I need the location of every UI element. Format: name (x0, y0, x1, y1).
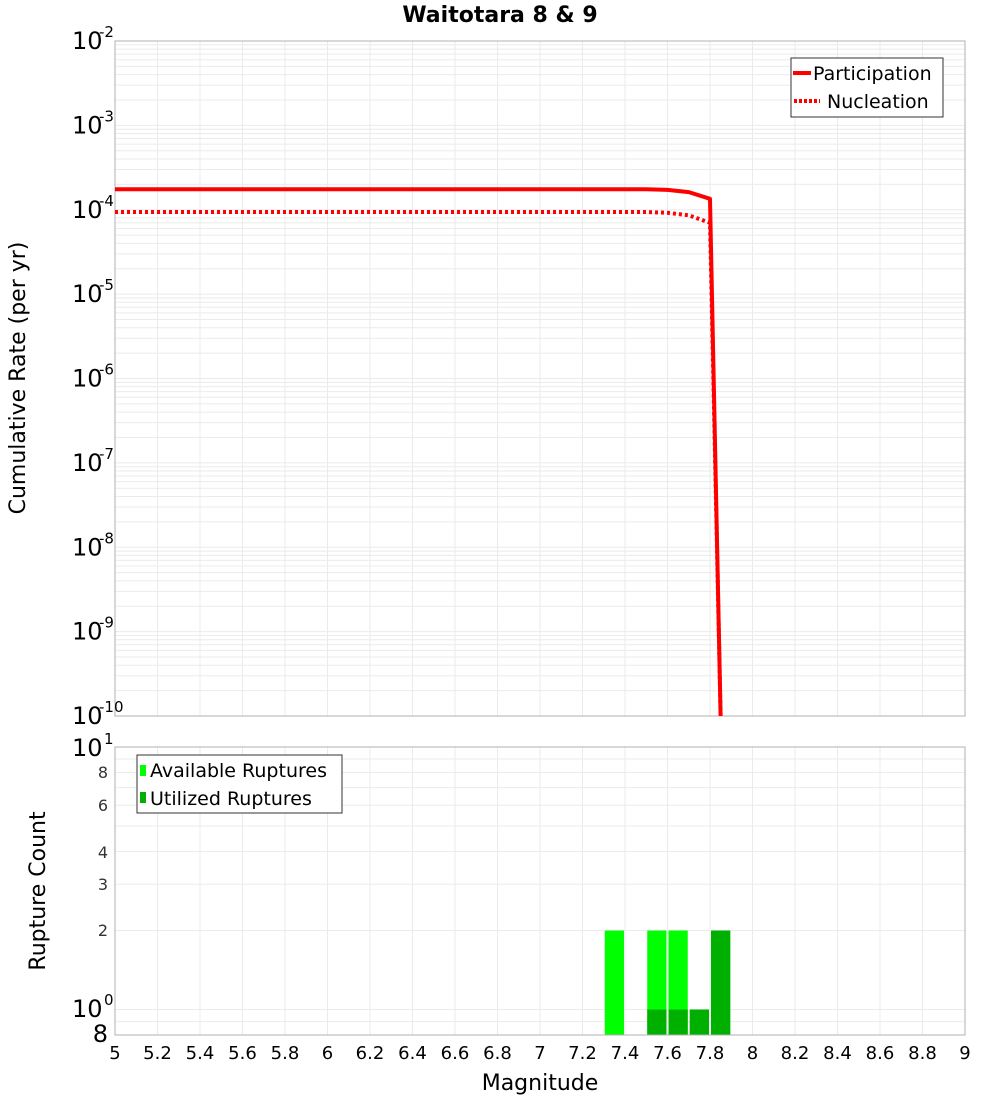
y-tick-exp: -3 (99, 107, 114, 125)
y-tick-exp: -10 (99, 698, 124, 716)
y-tick-base: 10 (72, 27, 103, 55)
y-tick-3: 3 (98, 875, 108, 894)
y-tick-2: 2 (98, 921, 108, 940)
y-tick-exp: -5 (99, 276, 114, 294)
x-tick: 8.8 (908, 1043, 937, 1064)
y-tick-10-0-exp: 0 (104, 991, 114, 1009)
y-tick-exp: -2 (99, 23, 114, 41)
y-tick-exp: -8 (99, 529, 114, 547)
top-grid (114, 41, 966, 717)
y-tick-base: 10 (72, 196, 103, 224)
x-tick: 9 (959, 1043, 970, 1064)
y-tick-base: 10 (72, 111, 103, 139)
y-tick-base: 10 (72, 618, 103, 646)
x-tick: 5.2 (143, 1043, 172, 1064)
available-legend-swatch (140, 765, 146, 776)
x-tick: 5 (109, 1043, 120, 1064)
x-tick: 6.6 (441, 1043, 470, 1064)
y-tick-exp: -9 (99, 614, 114, 632)
bottom-legend: Available Ruptures Utilized Ruptures (136, 754, 343, 814)
bottom-y-axis-label: Rupture Count (26, 811, 51, 971)
participation-line (115, 187, 723, 717)
utilized-legend-label: Utilized Ruptures (150, 788, 312, 810)
y-tick-exp: -6 (99, 361, 114, 379)
utilized-bar (689, 1009, 709, 1035)
bottom-plot: 10 1 8 6 4 3 2 10 0 8 Rupture Count 5 5.2… (26, 730, 971, 1096)
x-tick: 5.6 (228, 1043, 257, 1064)
top-y-axis-label: Cumulative Rate (per yr) (6, 242, 31, 515)
top-legend-box (790, 57, 944, 118)
y-tick-8: 8 (98, 763, 108, 782)
y-tick-10-1-base: 10 (72, 734, 103, 762)
top-plot-frame (114, 40, 966, 717)
y-tick-10-1-exp: 1 (104, 730, 114, 748)
chart-title: Waitotara 8 & 9 (402, 3, 597, 28)
y-tick-8-low: 8 (93, 1020, 108, 1048)
x-tick: 7.2 (568, 1043, 597, 1064)
available-bar (604, 930, 624, 1035)
x-tick: 8.4 (823, 1043, 852, 1064)
x-tick: 7.4 (611, 1043, 640, 1064)
x-tick: 7 (534, 1043, 545, 1064)
x-tick: 6.8 (483, 1043, 512, 1064)
x-tick: 8 (747, 1043, 758, 1064)
x-tick: 5.4 (186, 1043, 215, 1064)
available-bar (647, 930, 667, 1035)
available-bar (668, 930, 688, 1035)
y-tick-base: 10 (72, 449, 103, 477)
y-tick-base: 10 (72, 365, 103, 393)
x-tick: 5.8 (271, 1043, 300, 1064)
x-axis-ticks: 5 5.2 5.4 5.6 5.8 6 6.2 6.4 6.6 6.8 7 7.2 7.4 7.6 7.8 8… (109, 1043, 970, 1064)
x-tick: 6.2 (356, 1043, 385, 1064)
y-tick-exp: -4 (99, 192, 114, 210)
bottom-plot-frame (114, 746, 966, 1036)
y-tick-4: 4 (98, 843, 108, 862)
y-tick-base: 10 (72, 702, 103, 730)
y-tick-exp: -7 (99, 445, 114, 463)
x-axis-label: Magnitude (482, 1071, 599, 1096)
y-tick-6: 6 (98, 796, 108, 815)
available-legend-label: Available Ruptures (150, 760, 327, 782)
utilized-legend-swatch (140, 792, 146, 803)
top-plot: 10-210-310-410-510-610-710-810-910-10 Cu… (6, 23, 966, 730)
x-tick: 7.8 (696, 1043, 725, 1064)
utilized-bar (668, 1009, 688, 1035)
participation-legend-label: Participation (813, 63, 932, 85)
x-tick: 6.4 (398, 1043, 427, 1064)
x-tick: 8.2 (781, 1043, 810, 1064)
utilized-bar (711, 930, 731, 1035)
nucleation-legend-label: Nucleation (827, 91, 929, 113)
y-tick-base: 10 (72, 280, 103, 308)
bar-series (604, 930, 731, 1035)
top-legend: Participation Nucleation (790, 57, 944, 118)
bottom-y-axis-ticks: 10 1 8 6 4 3 2 10 0 8 (72, 730, 114, 1048)
x-tick: 7.6 (653, 1043, 682, 1064)
top-y-axis-ticks: 10-210-310-410-510-610-710-810-910-10 (72, 23, 124, 730)
x-tick: 6 (322, 1043, 333, 1064)
x-tick: 8.6 (866, 1043, 895, 1064)
y-tick-10-0-base: 10 (72, 995, 103, 1023)
y-tick-base: 10 (72, 533, 103, 561)
bottom-legend-box (136, 754, 343, 814)
utilized-bar (647, 1009, 667, 1035)
